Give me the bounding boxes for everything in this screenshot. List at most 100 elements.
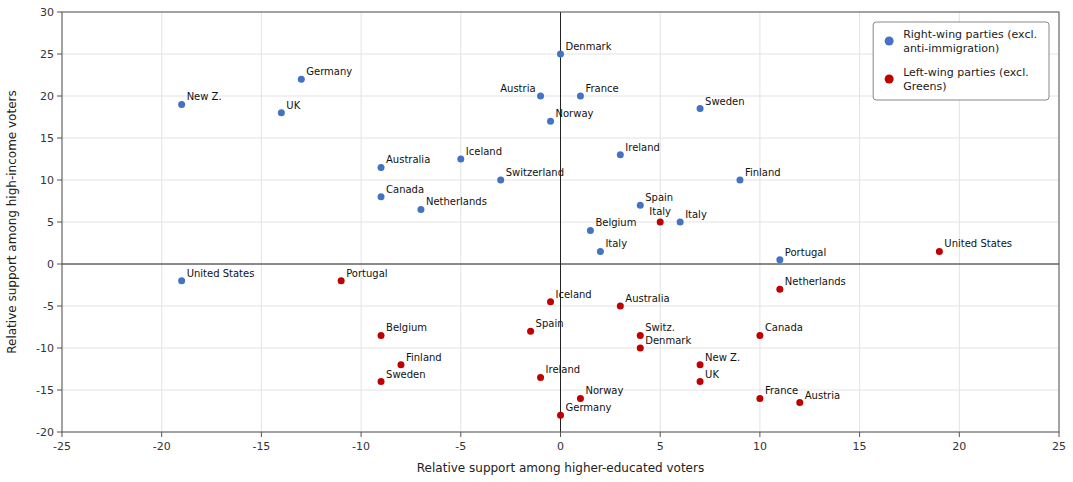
chart: -25-20-15-10-50510152025-20-15-10-505101… bbox=[0, 0, 1073, 482]
point bbox=[577, 93, 584, 100]
point bbox=[527, 328, 534, 335]
point-label: Norway bbox=[585, 385, 623, 396]
tick-label-x: 20 bbox=[952, 440, 966, 453]
tick-x bbox=[660, 432, 661, 437]
tick-y bbox=[57, 54, 62, 55]
tick-label-y: 10 bbox=[40, 174, 54, 187]
legend-label-line: Left-wing parties (excl. bbox=[903, 66, 1029, 79]
point bbox=[397, 361, 404, 368]
grid-line-y bbox=[62, 264, 1059, 265]
point bbox=[697, 378, 704, 385]
point bbox=[637, 202, 644, 209]
point-label: Canada bbox=[386, 184, 424, 195]
point-label: Ireland bbox=[625, 142, 660, 153]
tick-x bbox=[161, 432, 162, 437]
tick-y bbox=[57, 390, 62, 391]
tick-x bbox=[959, 432, 960, 437]
tick-y bbox=[57, 348, 62, 349]
point-label: Finland bbox=[745, 167, 781, 178]
point-label: Norway bbox=[556, 108, 594, 119]
tick-label-y: -15 bbox=[36, 384, 54, 397]
point bbox=[298, 76, 305, 83]
tick-y bbox=[57, 306, 62, 307]
tick-label-y: -10 bbox=[36, 342, 54, 355]
point-label: Switzerland bbox=[506, 167, 564, 178]
tick-y bbox=[57, 180, 62, 181]
point bbox=[617, 151, 624, 158]
point-label: Netherlands bbox=[785, 276, 846, 287]
tick-label-y: 0 bbox=[47, 258, 54, 271]
zero-line-y bbox=[62, 264, 1059, 265]
point bbox=[587, 227, 594, 234]
point-label: United States bbox=[944, 238, 1012, 249]
legend-label: Left-wing parties (excl.Greens) bbox=[903, 66, 1029, 93]
legend-label-line: anti-immigration) bbox=[903, 42, 999, 55]
tick-x bbox=[759, 432, 760, 437]
point bbox=[557, 51, 564, 58]
tick-label-x: -20 bbox=[153, 440, 171, 453]
point-label: Canada bbox=[765, 322, 803, 333]
tick-y bbox=[57, 96, 62, 97]
point-label: Italy bbox=[605, 238, 627, 249]
point-label: Australia bbox=[625, 293, 669, 304]
tick-label-y: -20 bbox=[36, 426, 54, 439]
point-label: Belgium bbox=[386, 322, 427, 333]
tick-label-y: 25 bbox=[40, 48, 54, 61]
plot-frame bbox=[62, 12, 1059, 432]
point bbox=[736, 177, 743, 184]
tick-label-x: -10 bbox=[352, 440, 370, 453]
point-label: New Z. bbox=[705, 352, 740, 363]
point-label: United States bbox=[187, 268, 255, 279]
legend-label: Right-wing parties (excl.anti-immigratio… bbox=[903, 28, 1037, 55]
point bbox=[697, 105, 704, 112]
point-label: Australia bbox=[386, 154, 430, 165]
point bbox=[936, 248, 943, 255]
tick-label-x: -5 bbox=[455, 440, 466, 453]
point-label: Germany bbox=[306, 66, 352, 77]
point bbox=[378, 164, 385, 171]
point bbox=[457, 156, 464, 163]
point bbox=[178, 277, 185, 284]
legend-marker bbox=[885, 37, 894, 46]
point-label: Denmark bbox=[566, 41, 612, 52]
tick-y bbox=[57, 222, 62, 223]
point-label: Spain bbox=[536, 318, 564, 329]
point bbox=[637, 332, 644, 339]
tick-x bbox=[460, 432, 461, 437]
tick-y bbox=[57, 264, 62, 265]
point-label: Ireland bbox=[546, 364, 581, 375]
point-labels: New Z. United States Germany UK Australia Can… bbox=[187, 41, 1012, 413]
tick-y bbox=[57, 138, 62, 139]
legend-label-line: Greens) bbox=[903, 80, 946, 93]
point-label: France bbox=[585, 83, 618, 94]
tick-label-y: 30 bbox=[40, 6, 54, 19]
point bbox=[577, 395, 584, 402]
point bbox=[756, 395, 763, 402]
point-label: UK bbox=[286, 100, 300, 111]
tick-x bbox=[560, 432, 561, 437]
point-label: Netherlands bbox=[426, 196, 487, 207]
legend-box bbox=[873, 22, 1049, 100]
tick-y bbox=[57, 432, 62, 433]
y-axis-label: Relative support among high-income voter… bbox=[5, 90, 19, 354]
tick-label-x: -25 bbox=[53, 440, 71, 453]
axes: -25-20-15-10-50510152025-20-15-10-505101… bbox=[36, 6, 1066, 453]
point-label: Sweden bbox=[705, 96, 745, 107]
tick-x bbox=[261, 432, 262, 437]
point bbox=[278, 109, 285, 116]
point bbox=[597, 248, 604, 255]
point-label: Portugal bbox=[785, 247, 826, 258]
grid bbox=[62, 12, 1059, 432]
point bbox=[537, 93, 544, 100]
point-label: Switz. bbox=[645, 322, 675, 333]
point bbox=[537, 374, 544, 381]
point bbox=[697, 361, 704, 368]
point bbox=[378, 378, 385, 385]
tick-label-x: 0 bbox=[557, 440, 564, 453]
tick-label-x: 10 bbox=[753, 440, 767, 453]
tick-label-y: 20 bbox=[40, 90, 54, 103]
point-label: Italy bbox=[649, 206, 671, 217]
tick-y bbox=[57, 12, 62, 13]
point-label: Iceland bbox=[466, 146, 502, 157]
point bbox=[497, 177, 504, 184]
